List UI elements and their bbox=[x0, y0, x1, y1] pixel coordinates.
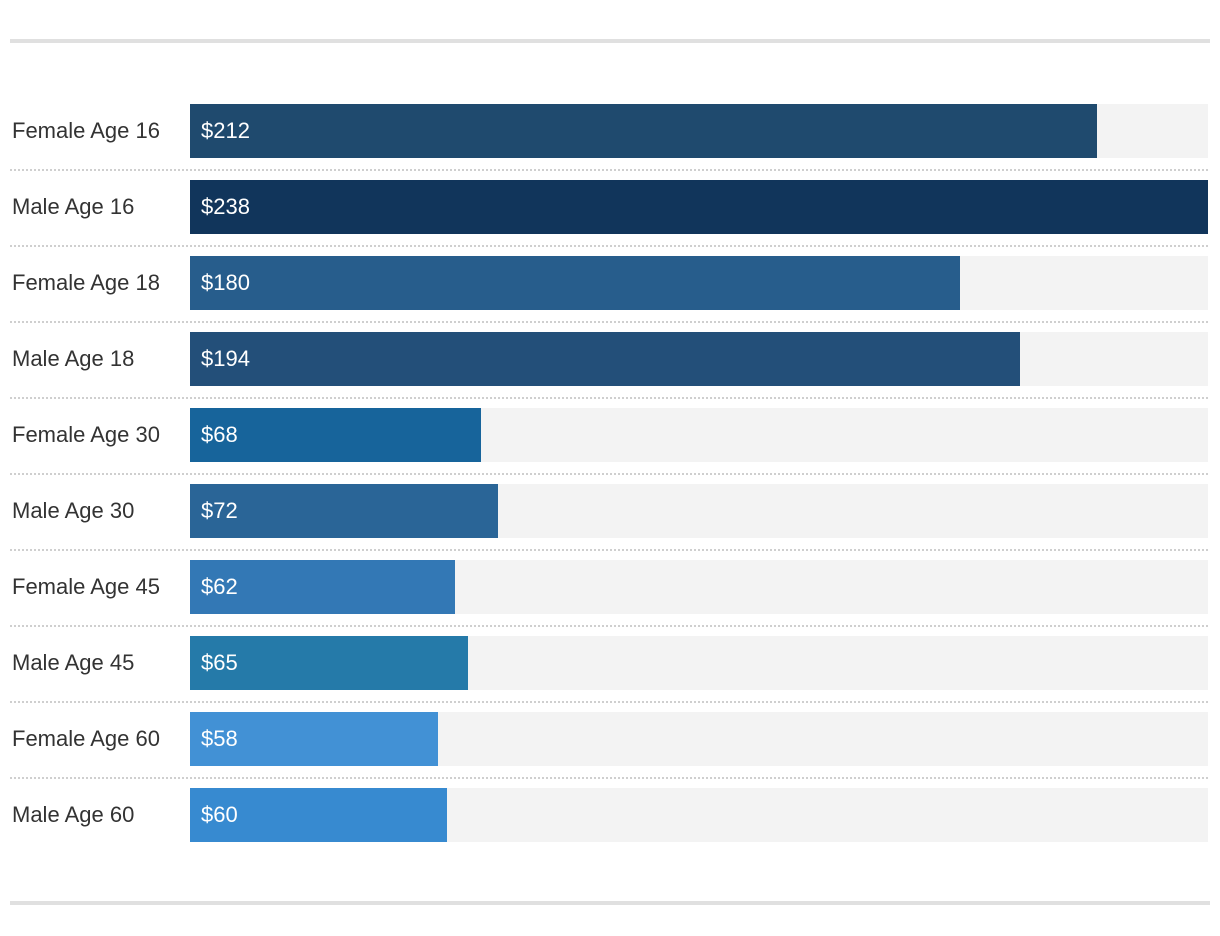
bar-value-label: $68 bbox=[201, 422, 238, 447]
bar-value-label: $180 bbox=[201, 270, 250, 295]
category-label: Female Age 16 bbox=[12, 118, 160, 143]
bar-track: $65 bbox=[190, 636, 1208, 690]
bar-row: Male Age 45 $65 bbox=[0, 636, 1220, 690]
bar-value-label: $212 bbox=[201, 118, 250, 143]
bar-value-label: $58 bbox=[201, 726, 238, 751]
bar-row: Female Age 30 $68 bbox=[0, 408, 1220, 462]
bar-track: $194 bbox=[190, 332, 1208, 386]
bar: $194 bbox=[190, 332, 1020, 386]
bar-value-label: $238 bbox=[201, 194, 250, 219]
category-label: Male Age 16 bbox=[12, 194, 135, 219]
row-separator bbox=[10, 625, 1208, 627]
row-separator bbox=[10, 397, 1208, 399]
row-separator bbox=[10, 245, 1208, 247]
category-label: Male Age 18 bbox=[12, 346, 135, 371]
bar-track: $72 bbox=[190, 484, 1208, 538]
bar-row: Female Age 60 $58 bbox=[0, 712, 1220, 766]
bar-row: Male Age 18 $194 bbox=[0, 332, 1220, 386]
bar-row: Female Age 45 $62 bbox=[0, 560, 1220, 614]
bar-track: $58 bbox=[190, 712, 1208, 766]
category-label: Male Age 60 bbox=[12, 802, 135, 827]
bar: $212 bbox=[190, 104, 1097, 158]
bar-row: Male Age 16 $238 bbox=[0, 180, 1220, 234]
bottom-rule bbox=[10, 901, 1210, 905]
bar: $180 bbox=[190, 256, 960, 310]
bar-value-label: $60 bbox=[201, 802, 238, 827]
category-label: Male Age 30 bbox=[12, 498, 135, 523]
bar: $72 bbox=[190, 484, 498, 538]
bar-track: $68 bbox=[190, 408, 1208, 462]
category-label: Female Age 18 bbox=[12, 270, 160, 295]
bar-track: $60 bbox=[190, 788, 1208, 842]
bar: $62 bbox=[190, 560, 455, 614]
row-separator bbox=[10, 169, 1208, 171]
bar-track: $62 bbox=[190, 560, 1208, 614]
bar-track: $238 bbox=[190, 180, 1208, 234]
row-separator bbox=[10, 701, 1208, 703]
category-label: Female Age 60 bbox=[12, 726, 160, 751]
bar-value-label: $72 bbox=[201, 498, 238, 523]
category-label: Female Age 45 bbox=[12, 574, 160, 599]
category-label: Female Age 30 bbox=[12, 422, 160, 447]
row-separator bbox=[10, 777, 1208, 779]
row-separator bbox=[10, 549, 1208, 551]
row-separator bbox=[10, 321, 1208, 323]
bar-row: Male Age 60 $60 bbox=[0, 788, 1220, 842]
bar: $65 bbox=[190, 636, 468, 690]
row-separator bbox=[10, 473, 1208, 475]
bar-row: Female Age 18 $180 bbox=[0, 256, 1220, 310]
category-label: Male Age 45 bbox=[12, 650, 135, 675]
bar-value-label: $62 bbox=[201, 574, 238, 599]
bar-value-label: $194 bbox=[201, 346, 250, 371]
bar-value-label: $65 bbox=[201, 650, 238, 675]
bar: $58 bbox=[190, 712, 438, 766]
bar: $60 bbox=[190, 788, 447, 842]
bar: $238 bbox=[190, 180, 1208, 234]
bar-track: $212 bbox=[190, 104, 1208, 158]
bar-row: Female Age 16 $212 bbox=[0, 104, 1220, 158]
bar: $68 bbox=[190, 408, 481, 462]
bar-track: $180 bbox=[190, 256, 1208, 310]
bar-row: Male Age 30 $72 bbox=[0, 484, 1220, 538]
top-rule bbox=[10, 39, 1210, 43]
